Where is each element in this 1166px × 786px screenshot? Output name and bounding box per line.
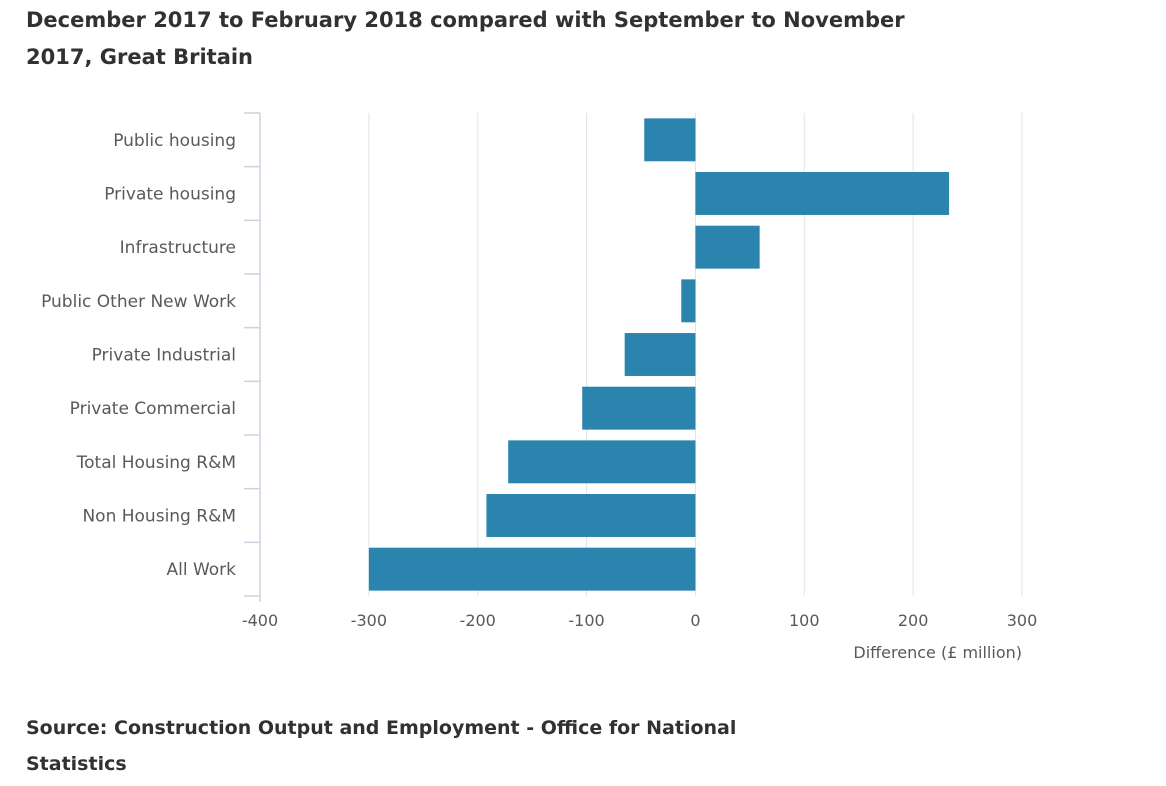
category-label: Private housing bbox=[104, 185, 236, 205]
chart-title: December 2017 to February 2018 compared … bbox=[26, 8, 905, 69]
category-label: Private Industrial bbox=[92, 346, 236, 366]
category-label: Infrastructure bbox=[120, 238, 236, 258]
category-label: All Work bbox=[166, 560, 236, 580]
x-tick-label: -300 bbox=[351, 611, 387, 630]
x-tick-label: -400 bbox=[242, 611, 278, 630]
bar bbox=[695, 225, 760, 269]
category-label: Non Housing R&M bbox=[82, 507, 236, 527]
category-label: Public housing bbox=[113, 131, 236, 151]
x-tick-label: -100 bbox=[568, 611, 604, 630]
bar bbox=[582, 386, 696, 430]
bar bbox=[624, 333, 696, 376]
category-labels: Public housing Private housing Infrastruct… bbox=[41, 131, 236, 580]
bar bbox=[695, 172, 950, 215]
category-label: Private Commercial bbox=[70, 399, 236, 419]
x-tick-label: 0 bbox=[690, 611, 700, 630]
x-axis-title: Difference (£ million) bbox=[853, 643, 1022, 662]
bar bbox=[486, 494, 696, 537]
x-tick-label: 300 bbox=[1007, 611, 1038, 630]
bar bbox=[644, 118, 696, 162]
x-tick-label: 100 bbox=[789, 611, 820, 630]
category-label: Total Housing R&M bbox=[76, 453, 236, 473]
source-note: Source: Construction Output and Employme… bbox=[26, 717, 737, 775]
bar bbox=[368, 547, 696, 591]
bar bbox=[681, 279, 696, 323]
axes: -400 -300 -200 -100 0 100 200 300 bbox=[242, 112, 1038, 630]
bar bbox=[508, 440, 696, 484]
bar-chart: -400 -300 -200 -100 0 100 200 300 Public housin… bbox=[41, 112, 1038, 662]
x-tick-label: -200 bbox=[460, 611, 496, 630]
bars bbox=[368, 118, 950, 591]
x-tick-label: 200 bbox=[898, 611, 929, 630]
category-label: Public Other New Work bbox=[41, 292, 236, 312]
